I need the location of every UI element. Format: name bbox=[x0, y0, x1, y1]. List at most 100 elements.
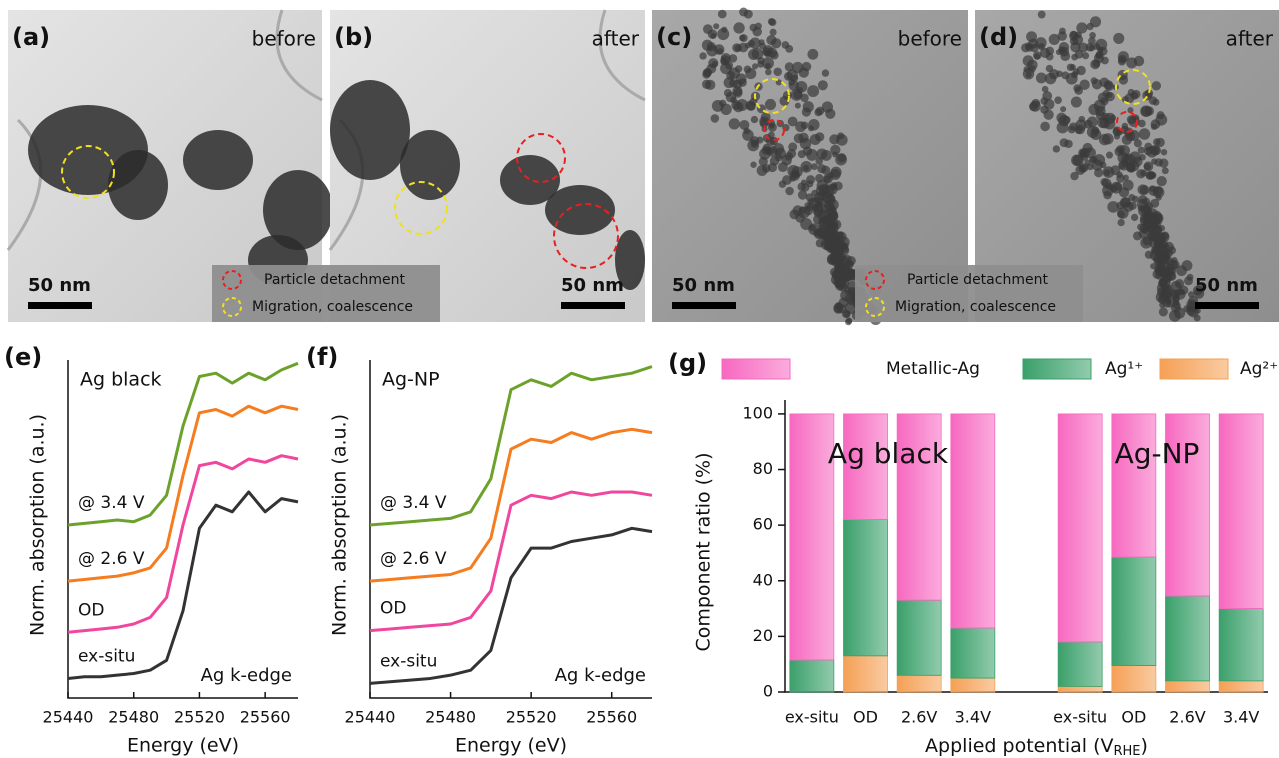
nanoparticle bbox=[837, 132, 844, 139]
nanoparticle bbox=[1096, 111, 1106, 121]
nanoparticle bbox=[1070, 64, 1076, 70]
nanoparticle bbox=[771, 38, 781, 48]
legend-text: Migration, coalescence bbox=[252, 299, 413, 315]
nanoparticle bbox=[811, 190, 818, 197]
nanoparticle bbox=[748, 40, 755, 47]
nanoparticle bbox=[1044, 99, 1055, 110]
nanoparticle bbox=[811, 163, 818, 170]
particle bbox=[108, 150, 168, 220]
nanoparticle bbox=[845, 302, 857, 314]
x-tick-label: 25440 bbox=[345, 708, 396, 727]
nanoparticle bbox=[795, 121, 806, 132]
nanoparticle bbox=[1079, 116, 1086, 123]
nanoparticle bbox=[831, 254, 841, 264]
nanoparticle bbox=[778, 162, 788, 172]
nanoparticle bbox=[806, 149, 818, 161]
legend-text: Ag²⁺ bbox=[1240, 359, 1278, 379]
nanoparticle bbox=[1163, 265, 1170, 272]
x-tick-label: OD bbox=[1121, 708, 1146, 727]
nanoparticle bbox=[815, 174, 824, 183]
nanoparticle bbox=[747, 102, 756, 111]
nanoparticle bbox=[1148, 171, 1156, 179]
y-axis-label: Norm. absorption (a.u.) bbox=[27, 414, 49, 636]
nanoparticle bbox=[1149, 185, 1155, 191]
x-axis-label: Applied potential (VRHE) bbox=[925, 735, 1148, 758]
nanoparticle bbox=[733, 22, 744, 33]
nanoparticle bbox=[1162, 167, 1169, 174]
nanoparticle bbox=[1150, 215, 1157, 222]
bar-segment bbox=[1058, 642, 1102, 686]
tem-condition: after bbox=[1226, 27, 1274, 51]
nanoparticle bbox=[1173, 301, 1181, 309]
nanoparticle bbox=[1145, 106, 1154, 115]
scale-bar-label: 50 nm bbox=[1195, 275, 1258, 296]
nanoparticle bbox=[785, 152, 793, 160]
nanoparticle bbox=[822, 215, 832, 225]
nanoparticle bbox=[838, 282, 847, 291]
scale-bar bbox=[28, 302, 92, 309]
nanoparticle bbox=[750, 24, 758, 32]
y-tick-label: 40 bbox=[753, 570, 773, 589]
nanoparticle bbox=[1144, 147, 1152, 155]
nanoparticle bbox=[1086, 23, 1093, 30]
series-label: @ 2.6 V bbox=[78, 549, 145, 569]
nanoparticle bbox=[1034, 53, 1040, 59]
nanoparticle bbox=[1075, 125, 1085, 135]
nanoparticle bbox=[1161, 149, 1167, 155]
nanoparticle bbox=[717, 48, 723, 54]
nanoparticle bbox=[735, 45, 742, 52]
bar-segment bbox=[897, 600, 941, 675]
nanoparticle bbox=[1032, 99, 1041, 108]
nanoparticle bbox=[824, 202, 834, 212]
nanoparticle bbox=[711, 114, 720, 123]
sample-label: Ag black bbox=[80, 369, 162, 391]
nanoparticle bbox=[1103, 166, 1115, 178]
nanoparticle bbox=[770, 29, 777, 36]
nanoparticle bbox=[810, 134, 821, 145]
nanoparticle bbox=[1151, 158, 1157, 164]
nanoparticle bbox=[820, 229, 831, 240]
nanoparticle bbox=[1153, 138, 1160, 145]
bar-segment bbox=[843, 656, 887, 692]
x-tick-label: 25440 bbox=[43, 708, 94, 727]
x-axis-label: Energy (eV) bbox=[455, 735, 567, 757]
x-tick-label: 2.6V bbox=[1169, 708, 1205, 727]
bar-segment bbox=[1058, 414, 1102, 642]
bar-segment bbox=[1219, 681, 1263, 692]
scale-bar bbox=[561, 302, 625, 309]
scale-bar bbox=[672, 302, 736, 309]
bar-segment bbox=[897, 675, 941, 692]
y-tick-label: 100 bbox=[742, 403, 773, 422]
legend-text: Migration, coalescence bbox=[895, 299, 1056, 315]
nanoparticle bbox=[845, 318, 852, 325]
nanoparticle bbox=[1093, 43, 1100, 50]
nanoparticle bbox=[726, 92, 737, 103]
nanoparticle bbox=[1132, 90, 1141, 99]
nanoparticle bbox=[1058, 46, 1065, 53]
nanoparticle bbox=[1061, 71, 1069, 79]
nanoparticle bbox=[767, 146, 778, 157]
bar-segment bbox=[1165, 681, 1209, 692]
nanoparticle bbox=[830, 169, 841, 180]
nanoparticle bbox=[816, 185, 828, 197]
sample-label: Ag-NP bbox=[382, 369, 440, 391]
nanoparticle bbox=[1174, 291, 1181, 298]
nanoparticle bbox=[750, 162, 756, 168]
nanoparticle bbox=[705, 80, 715, 90]
nanoparticle bbox=[764, 50, 771, 57]
nanoparticle bbox=[1176, 265, 1187, 276]
series-label: ex-situ bbox=[380, 651, 437, 671]
nanoparticle bbox=[739, 120, 749, 130]
particle bbox=[400, 130, 460, 200]
nanoparticle bbox=[1131, 214, 1138, 221]
panel-label: (f) bbox=[306, 343, 338, 371]
nanoparticle bbox=[1114, 182, 1122, 190]
nanoparticle bbox=[1152, 81, 1161, 90]
x-tick-label: 2.6V bbox=[901, 708, 937, 727]
nanoparticle bbox=[708, 58, 718, 68]
particle bbox=[330, 80, 410, 180]
series-label: @ 3.4 V bbox=[78, 493, 145, 513]
nanoparticle bbox=[806, 175, 815, 184]
nanoparticle bbox=[1059, 28, 1066, 35]
nanoparticle bbox=[759, 39, 765, 45]
